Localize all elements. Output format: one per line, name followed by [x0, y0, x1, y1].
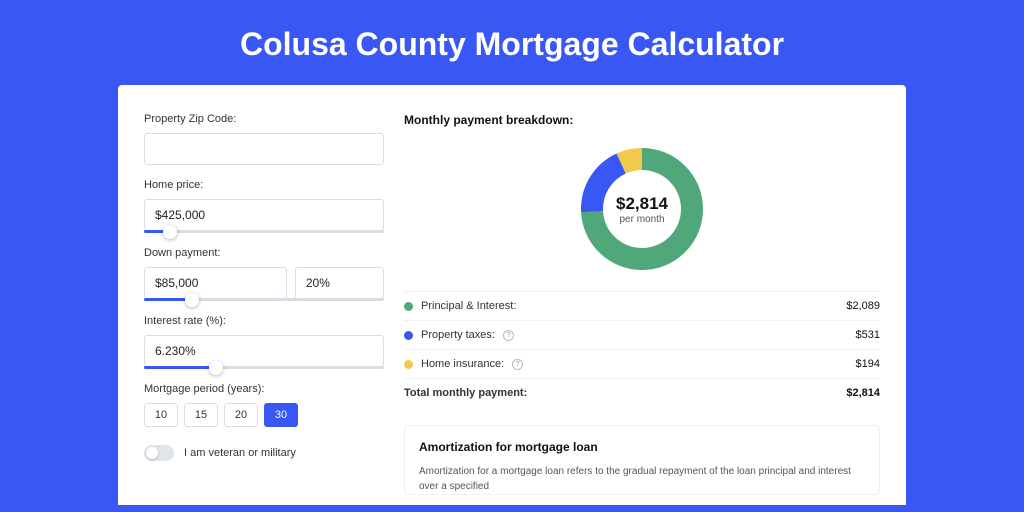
period-btn-20[interactable]: 20	[224, 403, 258, 427]
breakdown-total-label: Total monthly payment:	[404, 387, 527, 399]
interest-rate-label: Interest rate (%):	[144, 315, 384, 327]
dot-principal	[404, 302, 413, 311]
breakdown-title: Monthly payment breakdown:	[404, 113, 880, 127]
calculator-panel: Property Zip Code: Home price: Down paym…	[118, 85, 906, 505]
down-payment-slider-thumb[interactable]	[185, 293, 199, 307]
interest-rate-slider[interactable]	[144, 366, 384, 369]
down-payment-field: Down payment:	[144, 247, 384, 301]
form-column: Property Zip Code: Home price: Down paym…	[144, 113, 384, 505]
amortization-card: Amortization for mortgage loan Amortizat…	[404, 425, 880, 495]
veteran-label: I am veteran or military	[184, 447, 296, 459]
breakdown-value-insurance: $194	[856, 358, 880, 370]
period-btn-30[interactable]: 30	[264, 403, 298, 427]
zip-label: Property Zip Code:	[144, 113, 384, 125]
breakdown-value-principal: $2,089	[846, 300, 880, 312]
home-price-label: Home price:	[144, 179, 384, 191]
interest-rate-slider-fill	[144, 366, 216, 369]
breakdown-value-taxes: $531	[856, 329, 880, 341]
home-price-field: Home price:	[144, 179, 384, 233]
down-payment-label: Down payment:	[144, 247, 384, 259]
donut-chart-wrap: $2,814 per month	[404, 137, 880, 291]
info-icon[interactable]: ?	[512, 359, 523, 370]
period-btn-10[interactable]: 10	[144, 403, 178, 427]
donut-value: $2,814	[616, 194, 668, 214]
down-payment-slider[interactable]	[144, 298, 384, 301]
amortization-title: Amortization for mortgage loan	[419, 440, 865, 454]
zip-input[interactable]	[144, 133, 384, 165]
home-price-input[interactable]	[144, 199, 384, 231]
breakdown-row-taxes: Property taxes: ? $531	[404, 320, 880, 349]
interest-rate-field: Interest rate (%):	[144, 315, 384, 369]
dot-taxes	[404, 331, 413, 340]
breakdown-row-total: Total monthly payment: $2,814	[404, 378, 880, 407]
breakdown-row-principal: Principal & Interest: $2,089	[404, 291, 880, 320]
breakdown-label-taxes: Property taxes:	[421, 329, 495, 341]
home-price-slider-thumb[interactable]	[163, 225, 177, 239]
interest-rate-input[interactable]	[144, 335, 384, 367]
breakdown-column: Monthly payment breakdown: $2,814 per mo…	[404, 113, 880, 505]
donut-sub: per month	[619, 214, 664, 225]
breakdown-row-insurance: Home insurance: ? $194	[404, 349, 880, 378]
down-payment-amount-input[interactable]	[144, 267, 287, 299]
veteran-toggle[interactable]	[144, 445, 174, 461]
home-price-slider[interactable]	[144, 230, 384, 233]
interest-rate-slider-thumb[interactable]	[209, 361, 223, 375]
info-icon[interactable]: ?	[503, 330, 514, 341]
page-title: Colusa County Mortgage Calculator	[0, 0, 1024, 85]
dot-insurance	[404, 360, 413, 369]
mortgage-period-field: Mortgage period (years): 10 15 20 30	[144, 383, 384, 427]
donut-chart: $2,814 per month	[578, 145, 706, 273]
amortization-text: Amortization for a mortgage loan refers …	[419, 464, 865, 494]
mortgage-period-label: Mortgage period (years):	[144, 383, 384, 395]
zip-field: Property Zip Code:	[144, 113, 384, 165]
down-payment-percent-input[interactable]	[295, 267, 384, 299]
donut-center: $2,814 per month	[578, 145, 706, 273]
breakdown-label-insurance: Home insurance:	[421, 358, 504, 370]
mortgage-period-buttons: 10 15 20 30	[144, 403, 384, 427]
veteran-row: I am veteran or military	[144, 445, 384, 461]
breakdown-total-value: $2,814	[846, 387, 880, 399]
period-btn-15[interactable]: 15	[184, 403, 218, 427]
breakdown-label-principal: Principal & Interest:	[421, 300, 516, 312]
